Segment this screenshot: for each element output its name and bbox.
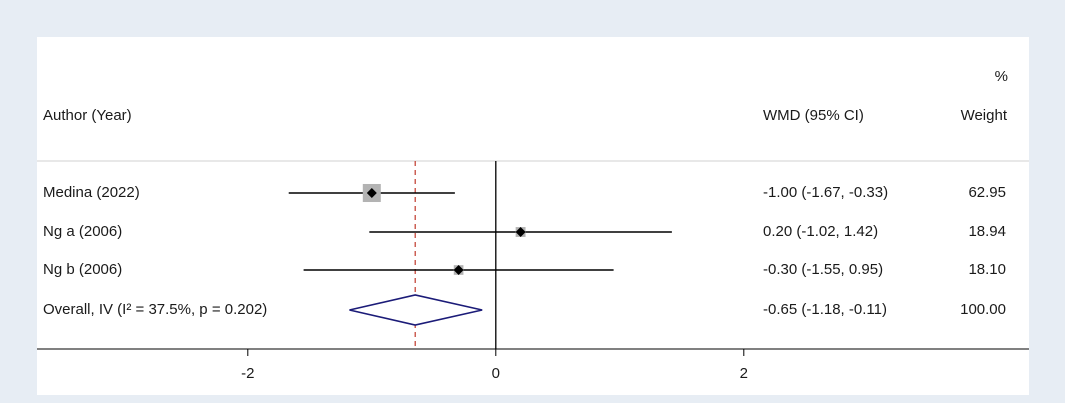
weight-header: Weight: [961, 107, 1008, 124]
study-ci-text: -1.00 (-1.67, -0.33): [763, 184, 888, 201]
study-label: Medina (2022): [43, 184, 140, 201]
x-tick-label: 2: [740, 365, 748, 382]
study-weight: 62.95: [968, 184, 1006, 201]
estimate-header: WMD (95% CI): [763, 107, 864, 124]
overall-ci-text: -0.65 (-1.18, -0.11): [763, 301, 887, 318]
plot-panel: [37, 37, 1029, 395]
overall-weight: 100.00: [960, 301, 1006, 318]
weight-unit-header: %: [995, 68, 1008, 85]
x-tick-label: -2: [241, 365, 254, 382]
study-label: Ng a (2006): [43, 223, 122, 240]
study-point: [366, 188, 377, 198]
study-weight: 18.10: [968, 261, 1006, 278]
overall-diamond: [349, 294, 483, 326]
x-tick-label: 0: [492, 365, 500, 382]
study-label: Ng b (2006): [43, 261, 122, 278]
study-ci-text: -0.30 (-1.55, 0.95): [763, 261, 883, 278]
author-header: Author (Year): [43, 107, 132, 124]
study-weight: 18.94: [968, 223, 1006, 240]
study-ci-text: 0.20 (-1.02, 1.42): [763, 223, 878, 240]
study-point: [453, 265, 464, 275]
study-point: [515, 227, 526, 237]
overall-label: Overall, IV (I² = 37.5%, p = 0.202): [43, 301, 267, 318]
